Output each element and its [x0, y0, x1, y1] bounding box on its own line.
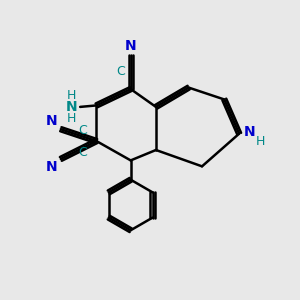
Text: C: C [79, 146, 88, 160]
Text: H: H [67, 112, 76, 125]
Text: N: N [46, 114, 58, 128]
Text: N: N [244, 125, 255, 139]
Text: C: C [116, 65, 125, 79]
Text: N: N [46, 160, 58, 174]
Text: N: N [125, 39, 136, 53]
Text: H: H [256, 136, 265, 148]
Text: N: N [65, 100, 77, 114]
Text: H: H [67, 88, 76, 101]
Text: C: C [79, 124, 88, 137]
